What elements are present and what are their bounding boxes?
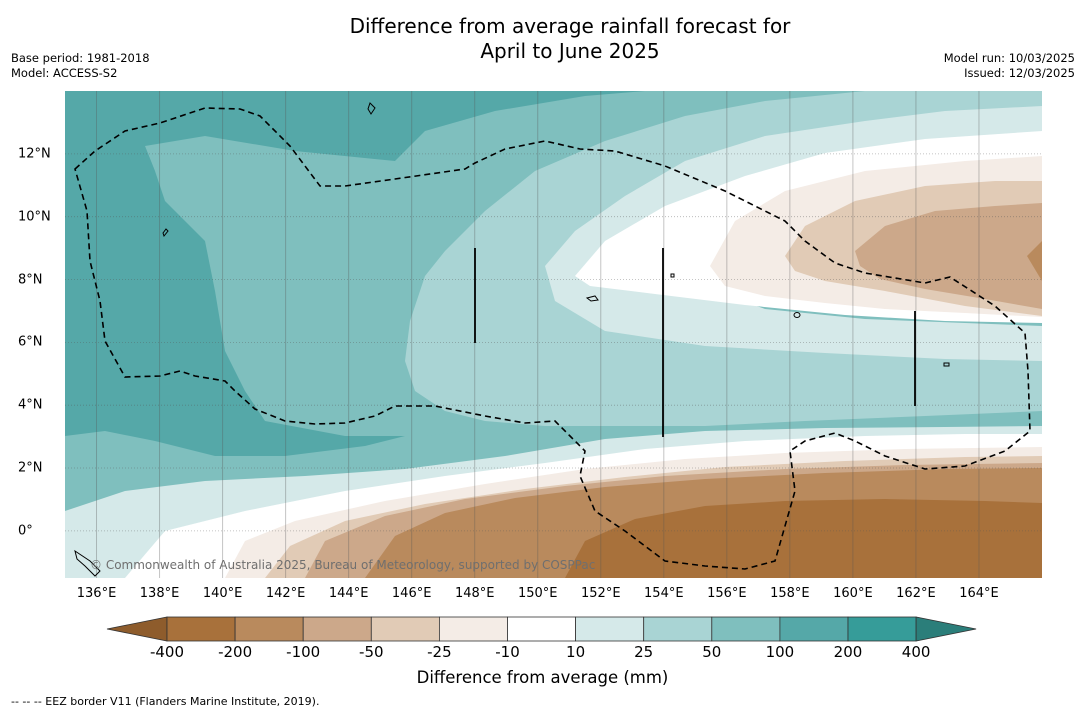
copyright-notice: © Commonwealth of Australia 2025, Bureau…: [90, 558, 596, 572]
colorbar-tick-label: -400: [149, 643, 185, 661]
colorbar-tick-label: 200: [833, 643, 863, 661]
longitude-label: 152°E: [581, 586, 621, 601]
longitude-label: 136°E: [76, 586, 117, 601]
colorbar: [106, 616, 977, 642]
colorbar-tick-label: 400: [901, 643, 931, 661]
longitude-label: 164°E: [959, 586, 999, 601]
base-period: Base period: 1981-2018: [11, 51, 150, 65]
longitude-label: 142°E: [265, 586, 306, 601]
islands: [74, 102, 950, 577]
latitude-label: 0°: [18, 523, 33, 539]
longitude-label: 144°E: [328, 586, 369, 601]
chart-title: Difference from average rainfall forecas…: [270, 14, 870, 64]
longitude-label: 154°E: [644, 586, 684, 601]
longitude-label: 148°E: [454, 586, 495, 601]
colorbar-tick-label: -10: [495, 643, 520, 661]
meta-right: Model run: 10/03/2025 Issued: 12/03/2025: [944, 51, 1075, 81]
colorbar-tick-label: -100: [286, 643, 321, 661]
colorbar-segment: [711, 616, 781, 642]
colorbar-segment: [234, 616, 304, 642]
colorbar-segment: [370, 616, 440, 642]
contour-band-minus-100-to-200: [1027, 241, 1042, 281]
longitude-label: 138°E: [139, 586, 180, 601]
latitude-label: 4°N: [18, 397, 43, 413]
colorbar-segment: [507, 616, 576, 642]
rainfall-map: [65, 91, 1042, 578]
longitude-label: 140°E: [202, 586, 243, 601]
longitude-label: 146°E: [391, 586, 432, 601]
colorbar-tick-label: 100: [765, 643, 795, 661]
colorbar-tick-label: -25: [427, 643, 452, 661]
south-dry-band-7: [565, 499, 1042, 578]
model-run: Model run: 10/03/2025: [943, 51, 1075, 65]
map-grid: [65, 91, 1042, 578]
colorbar-tick-label: -200: [218, 643, 253, 661]
colorbar-label: Difference from average (mm): [416, 668, 669, 687]
colorbar-tick-label: 50: [702, 643, 722, 661]
meta-left: Base period: 1981-2018 Model: ACCESS-S2: [11, 51, 150, 81]
colorbar-under-arrow: [106, 616, 168, 642]
colorbar-tick-label: 10: [566, 643, 586, 661]
longitude-label: 162°E: [896, 586, 936, 601]
model-name: Model: ACCESS-S2: [11, 66, 118, 80]
title-line-2: April to June 2025: [480, 39, 660, 63]
longitude-label: 150°E: [517, 586, 558, 601]
eez-footnote: -- -- -- EEZ border V11 (Flanders Marine…: [11, 695, 320, 708]
title-line-1: Difference from average rainfall forecas…: [349, 14, 791, 38]
longitude-label: 160°E: [833, 586, 873, 601]
latitude-label: 6°N: [18, 334, 43, 350]
latitude-label: 2°N: [18, 460, 43, 476]
colorbar-segment: [779, 616, 849, 642]
longitude-label: 158°E: [770, 586, 810, 601]
latitude-label: 8°N: [18, 272, 43, 288]
colorbar-over-arrow: [915, 616, 977, 642]
contour-band-10-25: [545, 106, 1042, 361]
colorbar-segment: [438, 616, 508, 642]
colorbar-tick-label: -50: [359, 643, 384, 661]
colorbar-segment: [166, 616, 236, 642]
longitude-label: 156°E: [707, 586, 747, 601]
colorbar-segment: [643, 616, 713, 642]
colorbar-segment: [847, 616, 917, 642]
colorbar-segment: [302, 616, 372, 642]
latitude-label: 10°N: [18, 209, 51, 225]
contour-band-minus-50-to-100: [855, 203, 1042, 309]
colorbar-tick-label: 25: [634, 643, 654, 661]
issued-date: Issued: 12/03/2025: [964, 66, 1075, 80]
colorbar-segment: [575, 616, 645, 642]
latitude-label: 12°N: [18, 146, 51, 162]
